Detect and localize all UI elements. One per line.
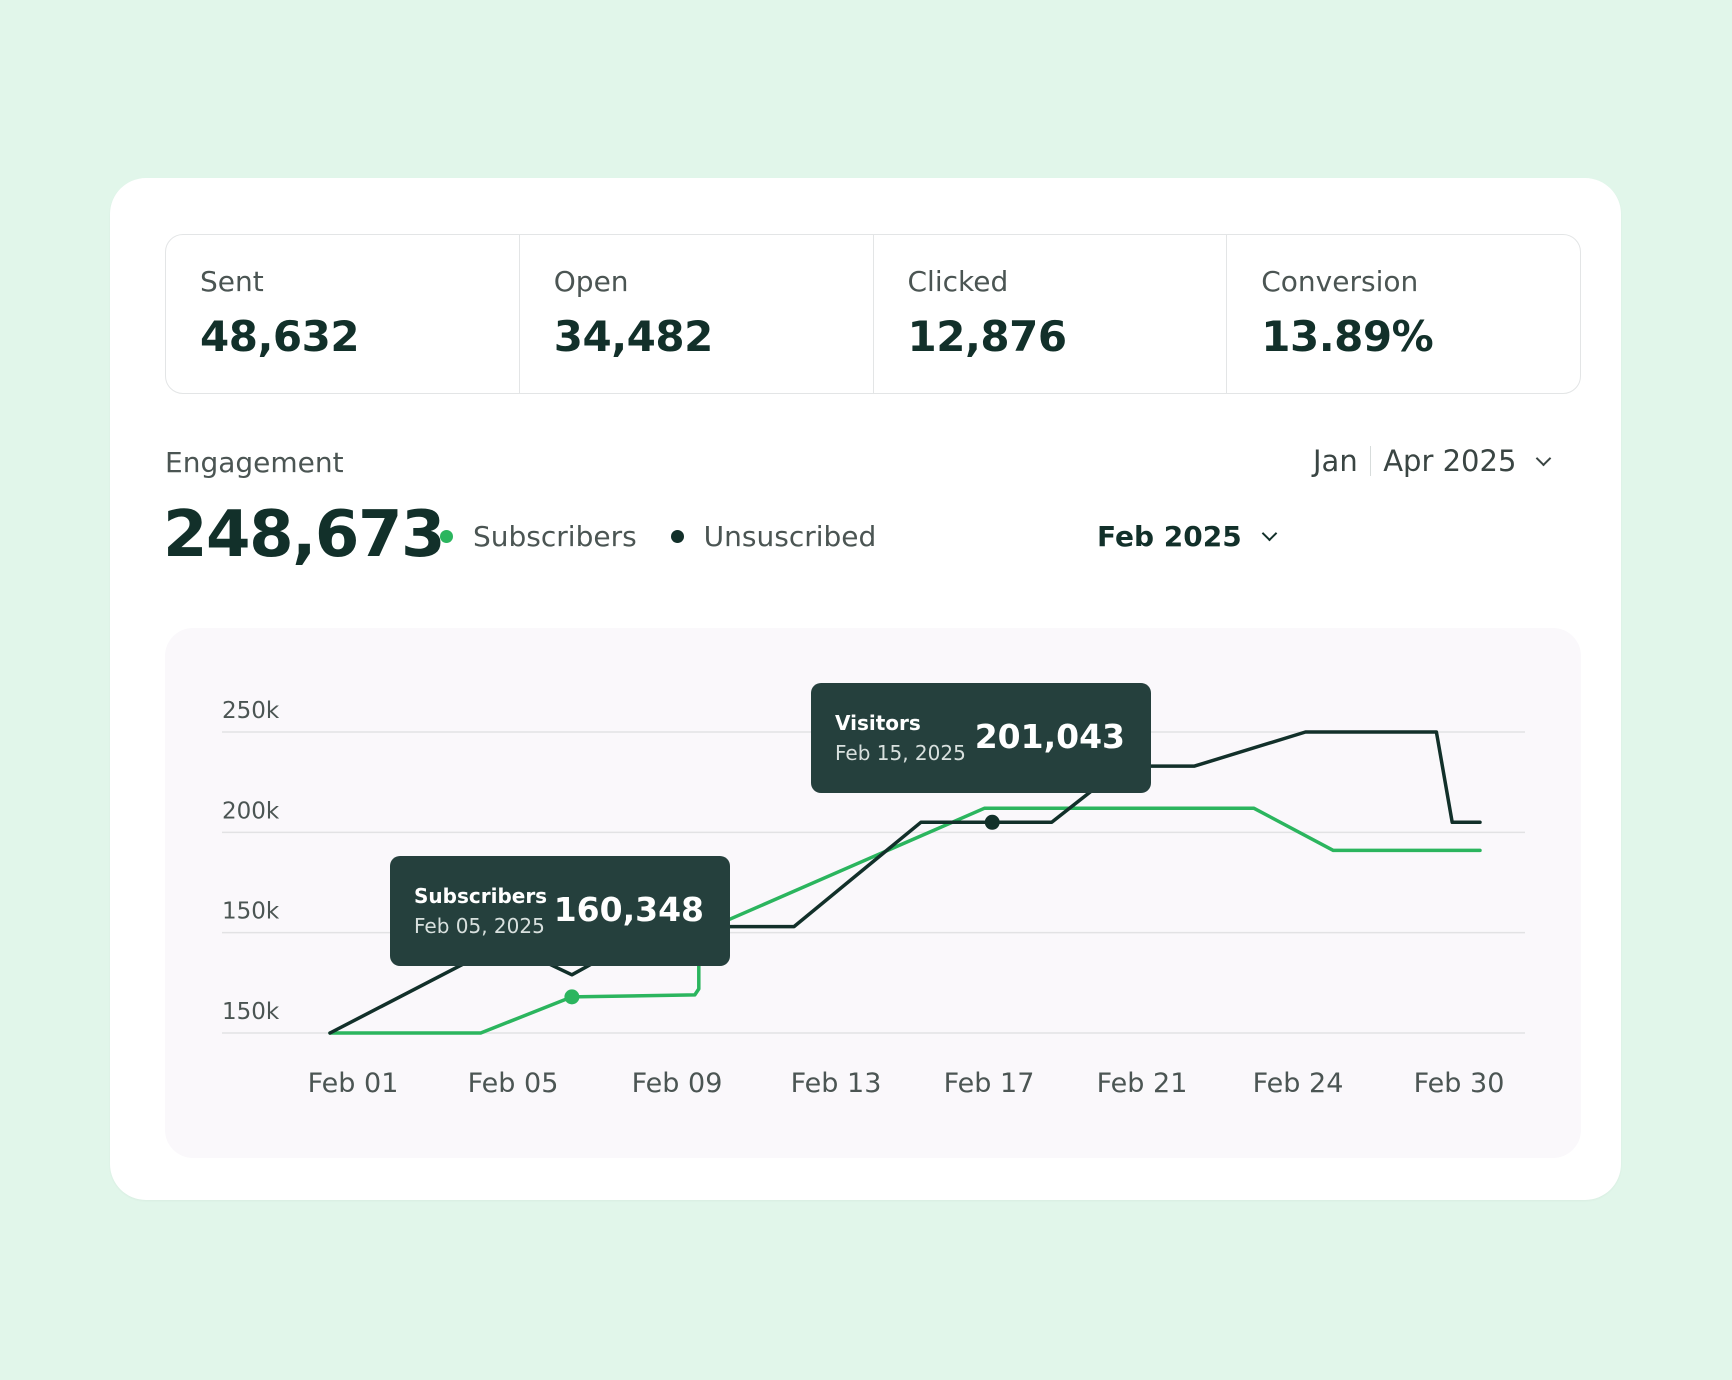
tooltip-subscribers: Subscribers Feb 05, 2025 160,348	[390, 856, 730, 966]
engagement-total: 248,673	[163, 498, 446, 572]
chevron-down-icon	[1536, 450, 1552, 466]
x-tick-label: Feb 21	[1097, 1068, 1188, 1099]
legend-dot-icon	[440, 530, 453, 543]
x-tick-label: Feb 30	[1414, 1068, 1505, 1099]
tooltip-title: Visitors	[835, 711, 921, 735]
stats-row: Sent 48,632 Open 34,482 Clicked 12,876 C…	[165, 234, 1581, 394]
x-tick-label: Feb 24	[1253, 1068, 1344, 1099]
stat-label: Clicked	[907, 265, 1009, 298]
range-end: Apr 2025	[1383, 444, 1517, 478]
stat-value: 13.89%	[1261, 312, 1434, 361]
tooltip-title: Subscribers	[414, 884, 548, 908]
x-tick-label: Feb 09	[632, 1068, 723, 1099]
range-start: Jan	[1313, 444, 1358, 478]
stat-sent: Sent 48,632	[166, 235, 520, 393]
date-range-selector[interactable]: Jan Apr 2025	[1313, 444, 1552, 478]
legend-dot-icon	[670, 530, 684, 543]
stat-open: Open 34,482	[520, 235, 874, 393]
stat-clicked: Clicked 12,876	[874, 235, 1228, 393]
chart-panel: 250k 200k 150k 150k Feb 01 Feb 05 Feb 09 Feb 13…	[165, 628, 1581, 1158]
tooltip-date: Feb 05, 2025	[414, 914, 545, 938]
x-tick-label: Feb 01	[308, 1068, 399, 1099]
tooltip-visitors: Visitors Feb 15, 2025 201,043	[811, 683, 1151, 793]
tooltip-value: 201,043	[974, 717, 1125, 756]
series-line-unsuscribed	[328, 730, 1482, 1035]
highlight-point-subscribers	[564, 989, 580, 1005]
engagement-title: Engagement	[165, 446, 344, 479]
legend-label: Subscribers	[473, 520, 637, 553]
stat-value: 48,632	[200, 312, 360, 361]
legend-label: Unsuscribed	[703, 520, 877, 553]
stat-conversion: Conversion 13.89%	[1227, 235, 1580, 393]
stat-value: 34,482	[553, 312, 714, 361]
legend-item-unsuscribed[interactable]: Unsuscribed	[670, 520, 877, 553]
stat-value: 12,876	[907, 312, 1068, 361]
y-tick-label: 250k	[222, 698, 280, 724]
x-tick-label: Feb 17	[944, 1068, 1035, 1099]
x-tick-label: Feb 05	[468, 1068, 559, 1099]
month-label: Feb 2025	[1097, 520, 1242, 553]
highlight-point-unsuscribed	[984, 814, 1000, 830]
y-tick-label: 150k	[222, 899, 280, 925]
y-tick-label: 200k	[222, 798, 280, 824]
chart-legend: Subscribers Unsuscribed	[440, 520, 910, 553]
tooltip-value: 160,348	[553, 890, 704, 929]
month-selector[interactable]: Feb 2025	[1097, 520, 1277, 553]
chevron-down-icon	[1261, 525, 1277, 542]
stat-label: Sent	[200, 265, 264, 298]
range-divider	[1369, 446, 1372, 476]
stat-label: Open	[553, 265, 629, 298]
engagement-line-chart: 250k 200k 150k 150k Feb 01 Feb 05 Feb 09 Feb 13…	[222, 698, 1525, 1099]
stat-label: Conversion	[1261, 265, 1419, 298]
tooltip-date: Feb 15, 2025	[835, 741, 966, 765]
series-line-subscribers	[328, 806, 1482, 1035]
legend-item-subscribers[interactable]: Subscribers	[440, 520, 637, 553]
y-tick-label: 150k	[222, 999, 280, 1025]
x-tick-label: Feb 13	[791, 1068, 882, 1099]
engagement-card: Sent 48,632 Open 34,482 Clicked 12,876 C…	[110, 178, 1621, 1200]
